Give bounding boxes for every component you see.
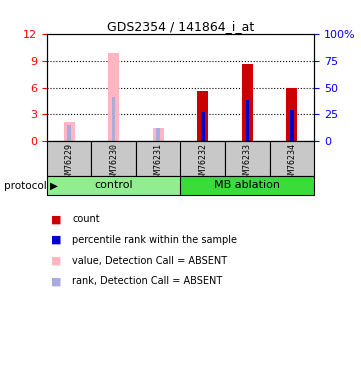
Text: MB ablation: MB ablation [214, 180, 280, 190]
Text: GSM76232: GSM76232 [198, 143, 207, 183]
Bar [245, 100, 249, 141]
Text: count: count [72, 214, 100, 224]
Bar [91, 141, 136, 176]
Text: value, Detection Call = ABSENT: value, Detection Call = ABSENT [72, 256, 227, 266]
Bar [68, 125, 71, 141]
Text: ■: ■ [51, 214, 61, 224]
Text: ■: ■ [51, 276, 61, 286]
Bar [153, 128, 164, 141]
Bar [47, 176, 180, 195]
Title: GDS2354 / 141864_i_at: GDS2354 / 141864_i_at [107, 20, 254, 33]
Bar [286, 87, 297, 141]
Bar [64, 123, 75, 141]
Bar [201, 112, 205, 141]
Text: GSM76233: GSM76233 [243, 143, 252, 183]
Bar [180, 176, 314, 195]
Text: GSM76231: GSM76231 [154, 143, 163, 183]
Text: protocol ▶: protocol ▶ [4, 181, 58, 190]
Bar [242, 64, 253, 141]
Bar [180, 141, 225, 176]
Text: rank, Detection Call = ABSENT: rank, Detection Call = ABSENT [72, 276, 222, 286]
Text: GSM76234: GSM76234 [287, 143, 296, 183]
Text: GSM76229: GSM76229 [65, 143, 74, 183]
Bar [108, 53, 119, 141]
Text: ■: ■ [51, 256, 61, 266]
Text: control: control [95, 180, 133, 190]
Text: GSM76230: GSM76230 [109, 143, 118, 183]
Bar [112, 98, 116, 141]
Text: ■: ■ [51, 235, 61, 245]
Bar [156, 128, 160, 141]
Bar [197, 91, 208, 141]
Bar [136, 141, 180, 176]
Bar [225, 141, 270, 176]
Bar [270, 141, 314, 176]
Bar [290, 110, 293, 141]
Bar [47, 141, 91, 176]
Text: percentile rank within the sample: percentile rank within the sample [72, 235, 237, 245]
